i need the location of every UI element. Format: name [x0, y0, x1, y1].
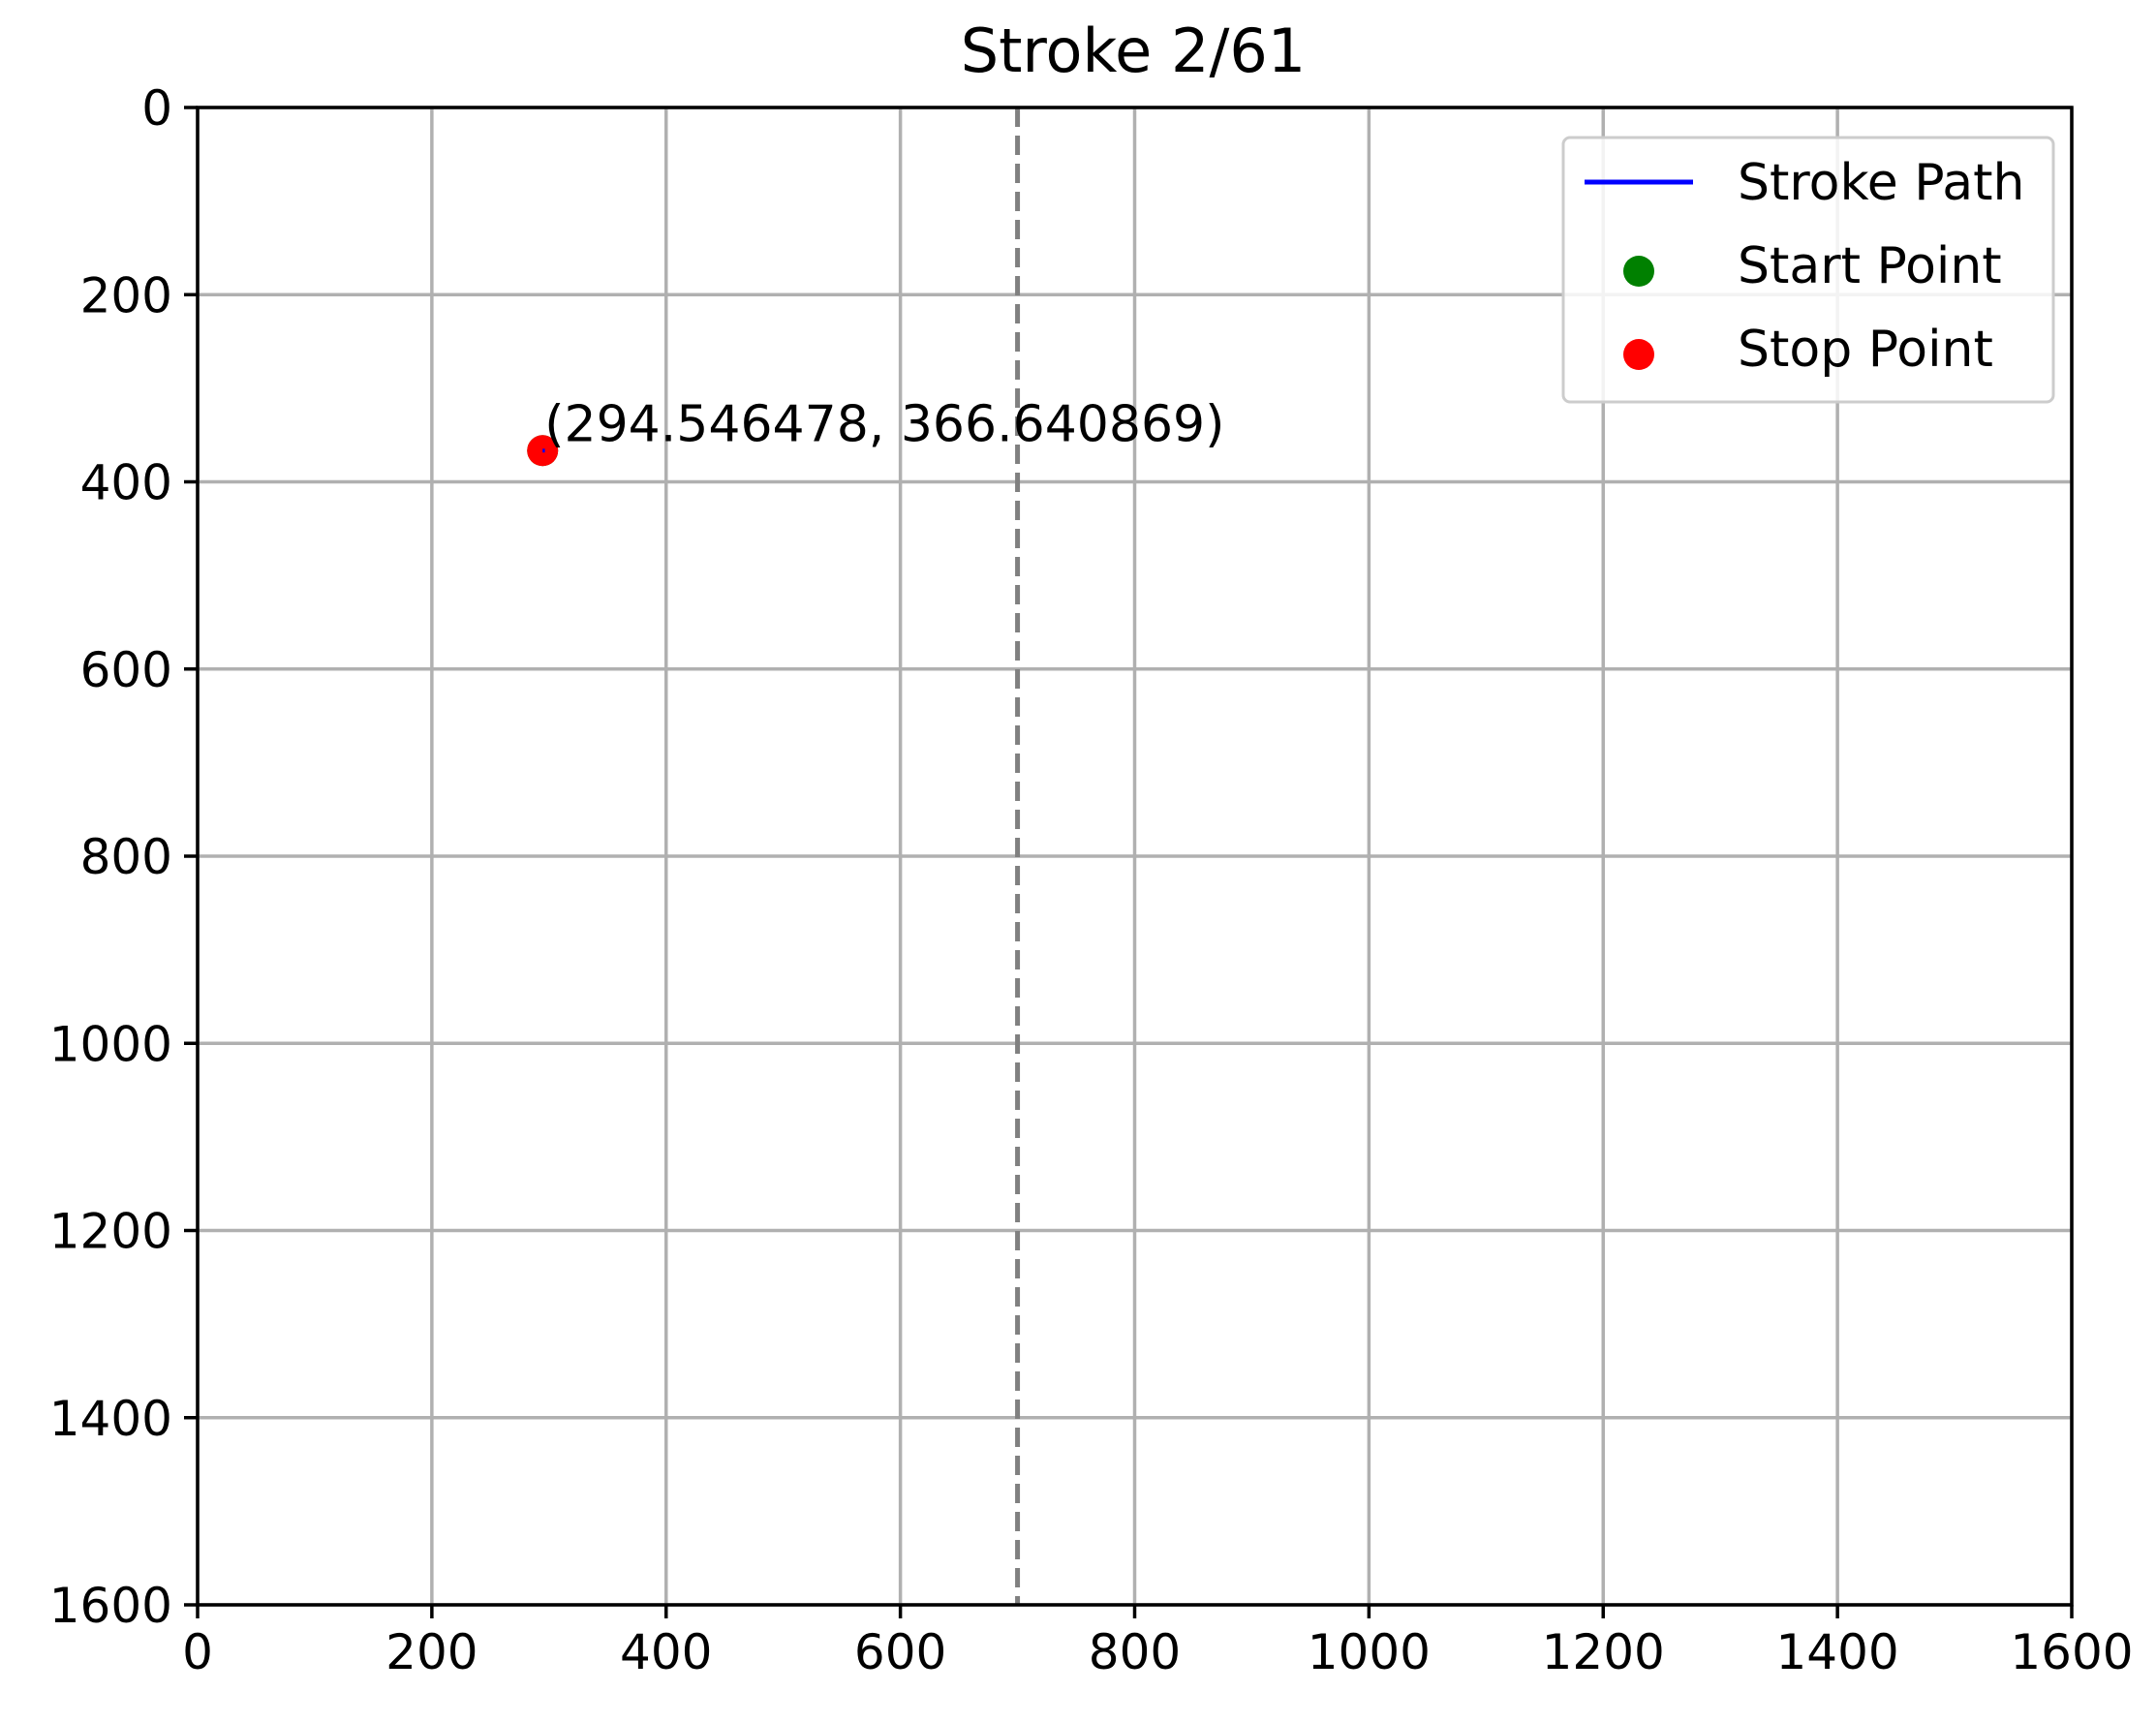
- y-tick-label: 1000: [49, 1016, 172, 1072]
- y-tick-label: 600: [80, 642, 172, 698]
- legend-label: Stop Point: [1738, 321, 1993, 379]
- y-tick-label: 1200: [49, 1204, 172, 1260]
- x-tick-label: 1200: [1542, 1624, 1665, 1680]
- x-tick-label: 600: [854, 1624, 946, 1680]
- x-tick-label: 400: [620, 1624, 712, 1680]
- x-tick-label: 800: [1089, 1624, 1181, 1680]
- point-annotation: (294.546478, 366.640869): [544, 395, 1224, 453]
- legend-box: [1561, 136, 2055, 404]
- legend-swatch-marker: [1623, 256, 1654, 287]
- axis-ticks: 0 200 400 600 800 1000 1200 1400 160002004006008…: [49, 80, 2134, 1680]
- legend-swatch-marker: [1623, 339, 1654, 370]
- y-tick-label: 0: [141, 80, 172, 137]
- legend-label: Start Point: [1738, 237, 2002, 295]
- x-tick-label: 1000: [1308, 1624, 1431, 1680]
- y-tick-label: 200: [80, 267, 172, 323]
- y-tick-label: 800: [80, 829, 172, 885]
- x-tick-label: 1400: [1776, 1624, 1899, 1680]
- legend-label: Stroke Path: [1738, 154, 2024, 212]
- y-tick-label: 400: [80, 455, 172, 511]
- x-tick-label: 0: [182, 1624, 213, 1680]
- y-tick-label: 1400: [49, 1391, 172, 1447]
- x-tick-label: 1600: [2010, 1624, 2133, 1680]
- series-layer: [527, 435, 559, 467]
- x-tick-label: 200: [385, 1624, 477, 1680]
- chart-title: Stroke 2/61: [961, 15, 1307, 86]
- annotation-layer: (294.546478, 366.640869): [544, 395, 1224, 453]
- legend: Stroke Path Start Point Stop Point: [1561, 136, 2055, 404]
- y-tick-label: 1600: [49, 1578, 172, 1634]
